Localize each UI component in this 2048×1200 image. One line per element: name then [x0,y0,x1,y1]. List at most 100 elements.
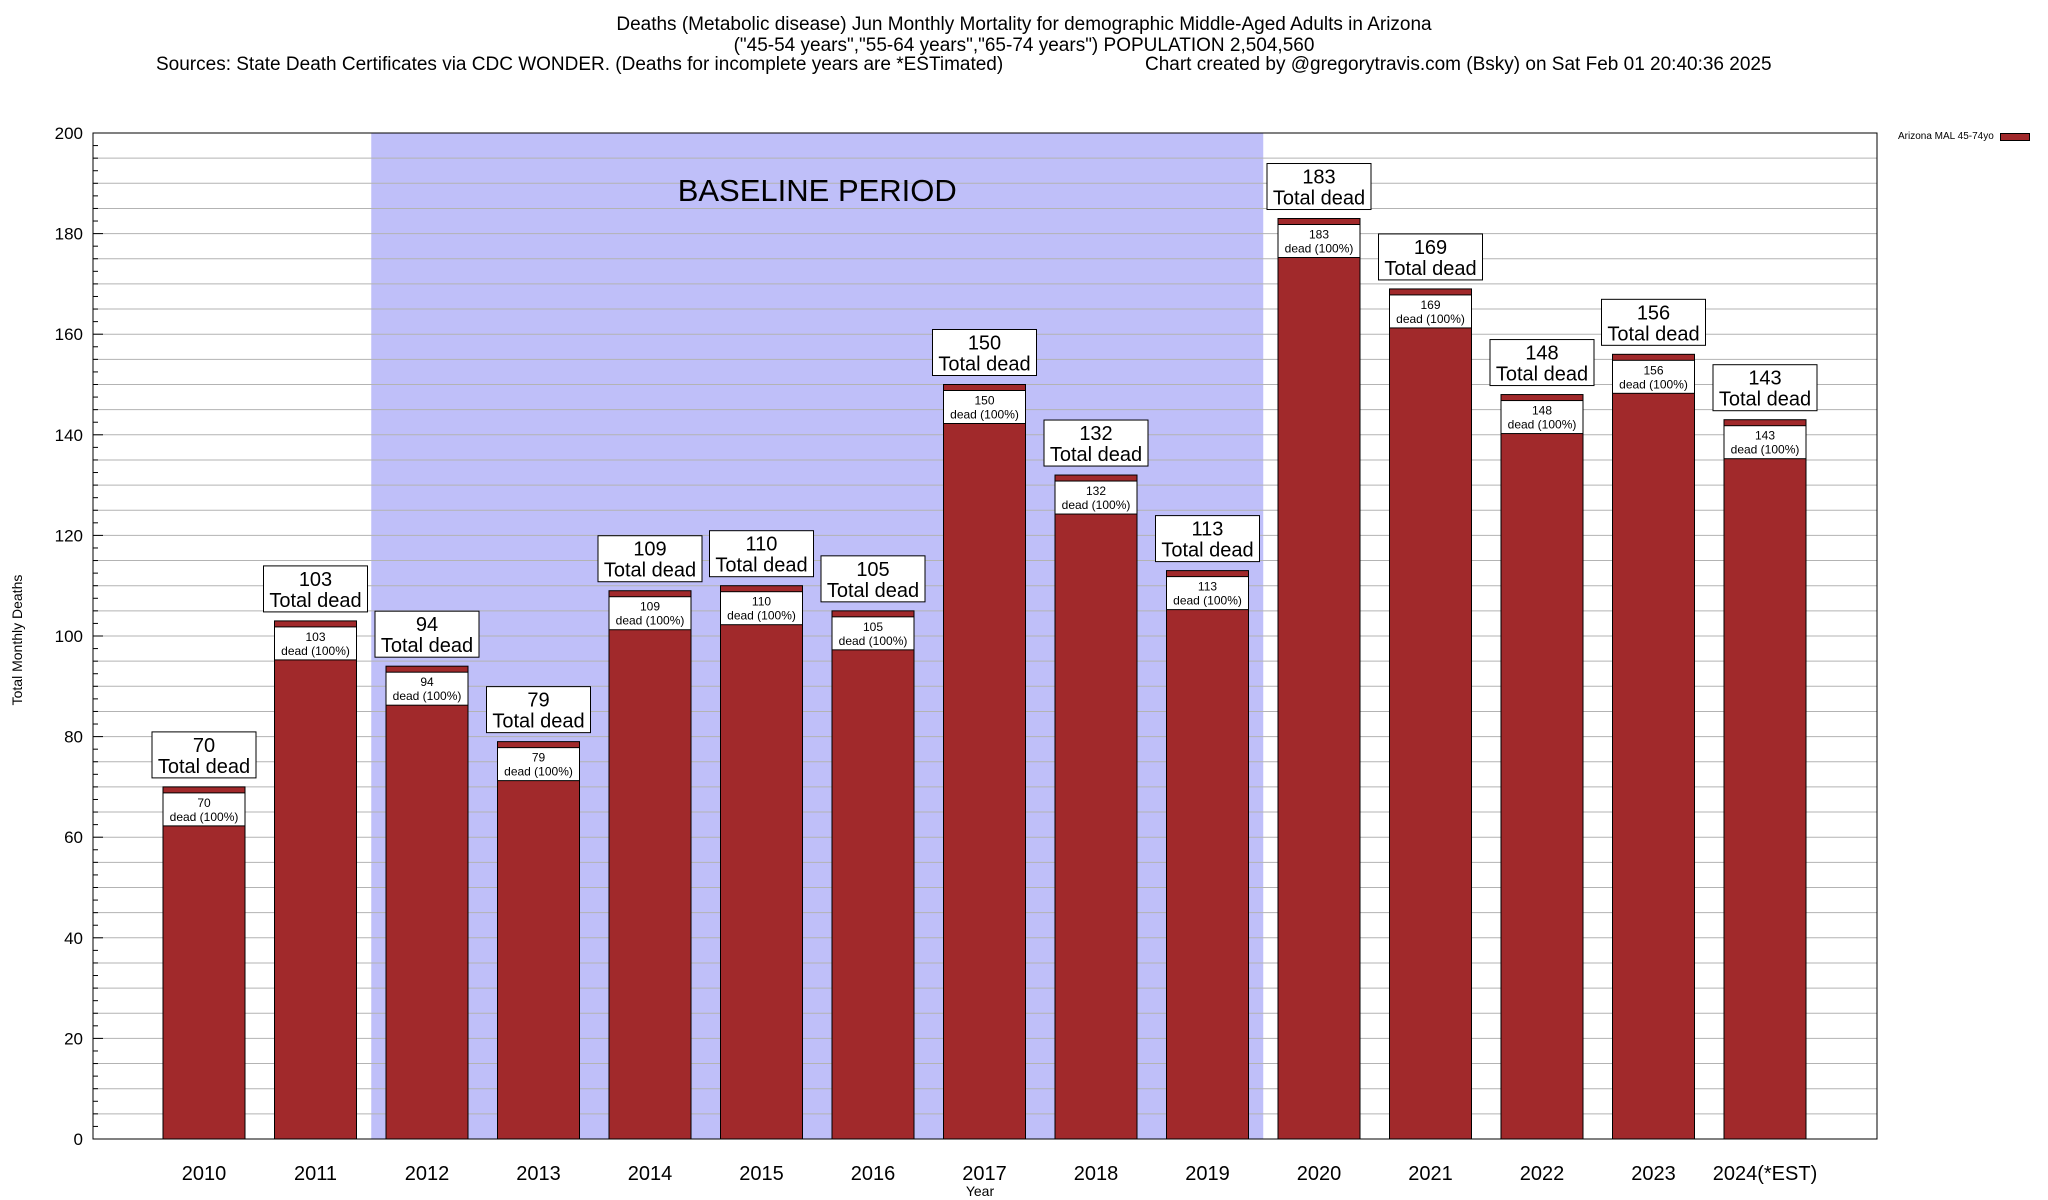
inner-label-box [274,626,357,661]
inner-label-box [1723,425,1807,460]
y-axis-label: Total Monthly Deaths [9,574,25,706]
bar-inner-value: 70 [197,796,211,810]
x-tick-label: 2024(*EST) [1713,1163,1818,1185]
total-label-box [820,555,926,603]
bar-total-value: 109 [633,539,666,561]
inner-label-box [1500,400,1584,435]
y-tick-label: 140 [55,426,83,445]
bar-inner-label: dead (100%) [504,765,573,779]
y-tick-label: 40 [64,929,83,948]
bar-total-value: 156 [1637,302,1670,324]
total-label-box [597,535,703,583]
bar-total-label: Total dead [1050,444,1142,466]
bar-inner-label: dead (100%) [1062,498,1131,512]
bar-inner-value: 113 [1198,580,1217,594]
bar-inner-label: dead (100%) [1173,594,1242,608]
bar-inner-value: 109 [640,600,660,614]
bar-total-label: Total dead [827,580,919,602]
x-tick-label: 2011 [294,1163,337,1185]
chart-title-line-2: ("45-54 years","55-64 years","65-74 year… [733,35,1315,56]
bar-total-value: 169 [1414,237,1447,259]
credit-text: Chart created by @gregorytravis.com (Bsk… [1145,54,1772,75]
bar-total-label: Total dead [1161,540,1253,562]
total-label-box [1043,419,1149,467]
bar [608,590,692,1140]
inner-label-box [1612,359,1695,394]
bar-total-label: Total dead [269,590,361,612]
bar-total-value: 110 [746,534,778,556]
legend-swatch [1999,132,2030,141]
bar-total-label: Total dead [715,555,807,577]
bar-inner-label: dead (100%) [170,810,239,824]
bar-inner-value: 110 [752,595,771,609]
total-label-box [151,731,257,779]
y-tick-label: 120 [55,526,83,545]
x-tick-label: 2017 [962,1163,1007,1185]
bar-inner-label: dead (100%) [950,408,1019,422]
total-label-box [1155,515,1260,563]
bar-inner-label: dead (100%) [1396,312,1465,326]
x-tick-label: 2018 [1074,1163,1119,1185]
bar-inner-value: 143 [1755,429,1775,443]
inner-label-box [1054,480,1138,515]
bar-total-label: Total dead [1496,364,1588,386]
bar-total-value: 103 [299,569,332,591]
legend: Arizona MAL 45-74yo [1898,131,2030,142]
bar-inner-value: 156 [1643,363,1663,377]
total-label-box [1266,163,1372,211]
bar-inner-value: 148 [1532,404,1552,418]
bar-total-value: 143 [1748,368,1781,390]
bar-inner-label: dead (100%) [1731,443,1800,457]
x-tick-label: 2012 [405,1163,450,1185]
bar-total-value: 94 [416,614,438,636]
bar-inner-label: dead (100%) [727,609,796,623]
total-label-box [1601,298,1706,346]
bar-total-value: 183 [1302,167,1335,189]
bar-inner-value: 94 [420,675,434,689]
bar-total-label: Total dead [1607,323,1699,345]
inner-label-box [1277,224,1361,259]
y-tick-label: 200 [55,124,83,143]
bar [385,665,469,1140]
bar [497,741,580,1140]
x-tick-label: 2013 [516,1163,561,1185]
bar-inner-value: 169 [1420,298,1440,312]
bar-total-value: 79 [527,690,549,712]
bar [943,384,1026,1140]
bar [1389,288,1472,1140]
x-tick-label: 2014 [628,1163,673,1185]
y-tick-label: 20 [64,1029,83,1048]
bar [1500,394,1584,1140]
source-text: Sources: State Death Certificates via CD… [156,54,1004,75]
bar-inner-label: dead (100%) [616,614,685,628]
bar [162,786,246,1140]
bar-inner-label: dead (100%) [1285,242,1354,256]
inner-label-box [1389,294,1472,329]
x-tick-label: 2015 [739,1163,784,1185]
y-tick-label: 180 [55,225,83,244]
bar-total-value: 113 [1192,519,1224,541]
bar-inner-value: 150 [974,394,994,408]
y-tick-label: 160 [55,325,83,344]
y-tick-label: 60 [64,828,83,847]
inner-label-box [385,671,469,706]
y-tick-label: 100 [55,627,83,646]
y-tick-label: 80 [64,728,83,747]
bar [1723,419,1807,1140]
total-label-box [1378,233,1483,281]
bar-inner-value: 103 [305,630,325,644]
inner-label-box [943,390,1026,424]
x-tick-label: 2010 [182,1163,227,1185]
bar [274,620,357,1140]
bar-total-value: 148 [1525,343,1558,365]
total-label-box [709,530,814,578]
bar-total-label: Total dead [492,711,584,733]
bar-inner-value: 132 [1086,484,1106,498]
bar-total-label: Total dead [1273,188,1365,210]
bar-inner-value: 79 [532,751,546,765]
bar-total-value: 132 [1079,423,1112,445]
y-tick-label: 0 [74,1130,83,1149]
bar-inner-label: dead (100%) [1508,418,1577,432]
bar-total-label: Total dead [158,756,250,778]
bar [720,585,803,1140]
